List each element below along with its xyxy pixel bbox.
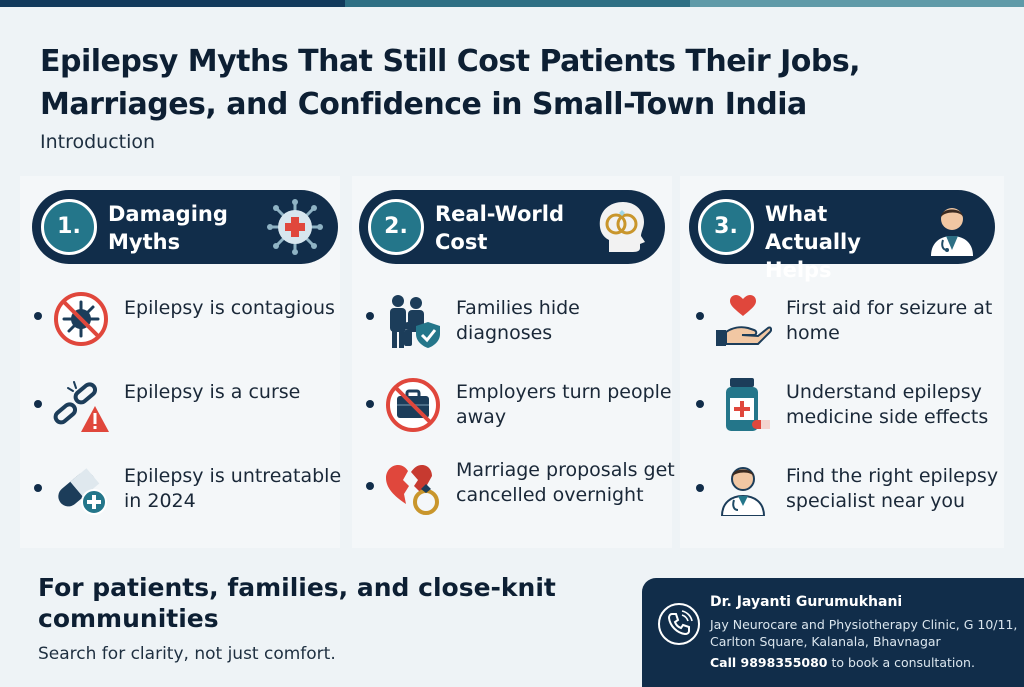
- list-item-medicine: Understand epilepsy medicine side effect…: [696, 374, 996, 434]
- section-title: Real-World Cost: [435, 202, 564, 254]
- specialist-icon: [720, 467, 766, 516]
- call-line: Call 9898355080 to book a consultation.: [710, 655, 1020, 670]
- list-item-text: Understand epilepsy medicine side effect…: [786, 381, 989, 428]
- broken-chain-warning-icon: [53, 381, 109, 432]
- bullet-dot: [34, 312, 42, 320]
- section-header-cost: 2. Real-World Cost: [359, 190, 665, 264]
- virus-medical-icon: [267, 199, 323, 255]
- section-title: Damaging Myths: [108, 202, 228, 254]
- bullet-dot: [366, 400, 374, 408]
- call-number-link[interactable]: Call 9898355080: [710, 655, 828, 670]
- head-rings-icon: [599, 202, 645, 252]
- medicine-bottle-icon: [726, 378, 770, 431]
- bullet-dot: [696, 400, 704, 408]
- doctor-icon: [931, 208, 973, 256]
- list-item-text: Families hide diagnoses: [456, 297, 580, 344]
- list-item-text: Marriage proposals get cancelled overnig…: [456, 459, 675, 506]
- contact-card: Dr. Jayanti Gurumukhani Jay Neurocare an…: [642, 578, 1024, 687]
- section-number: 1.: [41, 199, 97, 255]
- page-title: Epilepsy Myths That Still Cost Patients …: [40, 44, 861, 122]
- family-shield-icon: [390, 295, 440, 348]
- doctor-name: Dr. Jayanti Gurumukhani: [710, 594, 903, 610]
- list-item-first-aid: First aid for seizure at home: [696, 290, 996, 350]
- clinic-address: Jay Neurocare and Physiotherapy Clinic, …: [710, 617, 1018, 649]
- section-header-myths: 1. Damaging Myths: [32, 190, 338, 264]
- section-number: 2.: [368, 199, 424, 255]
- section-header-helps: 3. What Actually Helps: [689, 190, 995, 282]
- list-item-contagious: Epilepsy is contagious: [34, 290, 335, 350]
- list-item-specialist: Find the right epilepsy specialist near …: [696, 458, 998, 518]
- footer-title: For patients, families, and close-knit c…: [38, 573, 556, 633]
- bullet-dot: [34, 484, 42, 492]
- call-suffix: to book a consultation.: [827, 655, 975, 670]
- phone-icon[interactable]: [658, 603, 700, 645]
- hand-heart-icon: [716, 295, 772, 346]
- top-accent-bar: [0, 0, 1024, 7]
- broken-heart-ring-icon: [386, 465, 439, 515]
- footer-subtitle: Search for clarity, not just comfort.: [38, 644, 336, 664]
- no-briefcase-icon: [386, 378, 440, 432]
- list-item-curse: Epilepsy is a curse: [34, 374, 334, 434]
- list-item-employers: Employers turn people away: [366, 374, 672, 434]
- bullet-dot: [366, 482, 374, 490]
- section-title: What Actually Helps: [765, 202, 861, 282]
- list-item-text: Epilepsy is contagious: [124, 297, 335, 319]
- bullet-dot: [696, 484, 704, 492]
- list-item-text: Epilepsy is a curse: [124, 381, 301, 403]
- list-item-families-hide: Families hide diagnoses: [366, 290, 666, 354]
- list-item-text: Epilepsy is untreatable in 2024: [124, 465, 342, 512]
- bullet-dot: [366, 312, 374, 320]
- intro-label: Introduction: [40, 131, 156, 153]
- bullet-dot: [696, 312, 704, 320]
- bullet-dot: [34, 400, 42, 408]
- list-item-text: First aid for seizure at home: [786, 297, 993, 344]
- list-item-text: Find the right epilepsy specialist near …: [786, 465, 999, 512]
- section-number: 3.: [698, 199, 754, 255]
- capsule-plus-icon: [58, 468, 107, 515]
- no-virus-icon: [54, 292, 108, 346]
- list-item-untreatable: Epilepsy is untreatable in 2024: [34, 458, 341, 518]
- list-item-text: Employers turn people away: [456, 381, 672, 428]
- list-item-marriage: Marriage proposals get cancelled overnig…: [366, 458, 675, 538]
